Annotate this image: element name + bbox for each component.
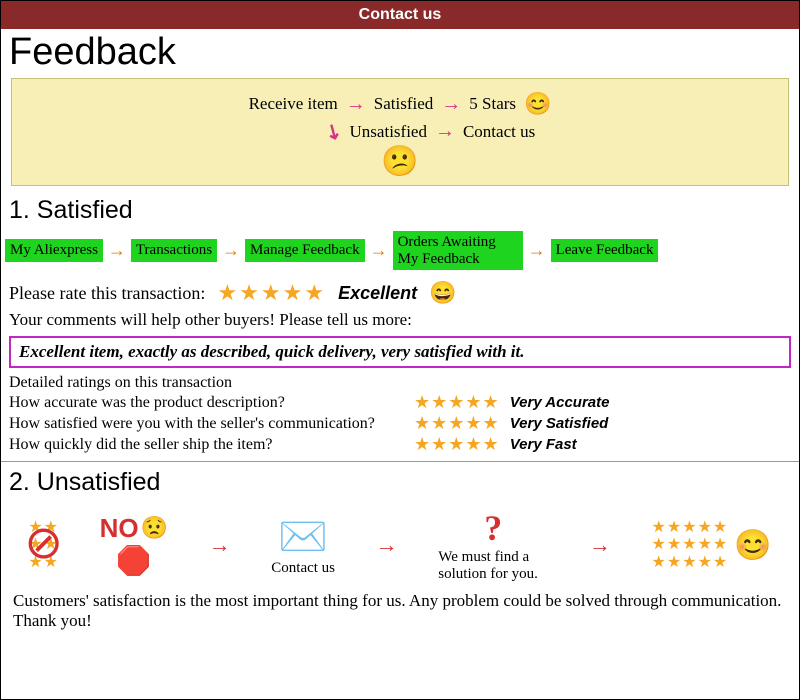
comment-sample-box[interactable]: Excellent item, exactly as described, qu…: [9, 336, 791, 368]
solution-block: ? We must find a solution for you.: [438, 507, 548, 583]
step-manage-feedback[interactable]: Manage Feedback: [245, 239, 365, 262]
excellent-label: Excellent: [338, 283, 417, 304]
arrow-icon: →: [367, 240, 391, 261]
smile-icon: 😊: [734, 528, 771, 563]
arrow-icon: →: [589, 532, 611, 558]
stars-icon[interactable]: ★★★★★: [414, 413, 500, 434]
arrow-down-icon: ↘: [320, 116, 347, 146]
q3: How quickly did the seller ship the item…: [9, 436, 404, 454]
arrow-icon: →: [105, 240, 129, 261]
question-icon: ?: [484, 507, 502, 549]
footer-message: Customers' satisfaction is the most impo…: [1, 583, 799, 635]
step-orders-awaiting[interactable]: Orders Awaiting My Feedback: [393, 231, 523, 270]
email-block: ✉️ Contact us: [271, 513, 335, 577]
arrow-icon: →: [219, 240, 243, 261]
a1: Very Accurate: [510, 394, 610, 411]
flow-unsatisfied: Unsatisfied: [350, 122, 427, 142]
a2: Very Satisfied: [510, 415, 609, 432]
result-stars-block: ★★★★★★★★★★★★★★★ 😊: [652, 519, 772, 572]
flow-satisfied: Satisfied: [374, 94, 434, 114]
five-stars-icon[interactable]: ★★★★★: [217, 280, 326, 306]
q1: How accurate was the product description…: [9, 394, 404, 412]
detail-heading: Detailed ratings on this transaction: [9, 374, 791, 392]
stars-icon[interactable]: ★★★★★: [414, 434, 500, 455]
unsatisfied-flow: ★★★★★★ ⊘ NO 😟 🛑 → ✉️ Contact us → ? We m…: [1, 499, 799, 583]
contact-label: Contact us: [271, 560, 335, 577]
stop-icon: 🛑: [116, 544, 151, 578]
step-aliexpress[interactable]: My Aliexpress: [5, 239, 103, 262]
unsatisfied-heading: 2. Unsatisfied: [1, 466, 799, 499]
flow-contact: Contact us: [463, 122, 535, 142]
arrow-icon: →: [346, 93, 366, 116]
happy-icon: 😄: [429, 280, 456, 306]
confused-icon: 😕: [381, 145, 418, 178]
arrow-icon: →: [435, 120, 455, 143]
sad-icon: 😟: [141, 515, 168, 541]
step-leave-feedback[interactable]: Leave Feedback: [551, 239, 659, 262]
no-stars-block: ★★★★★★ ⊘: [28, 519, 59, 572]
step-transactions[interactable]: Transactions: [131, 239, 217, 262]
feedback-flow-box: Receive item → Satisfied → 5 Stars 😊 ↘ U…: [11, 78, 789, 186]
no-stop-block: NO 😟 🛑: [100, 513, 168, 578]
smile-icon: 😊: [524, 91, 551, 117]
a3: Very Fast: [510, 436, 577, 453]
solution-label: We must find a solution for you.: [438, 549, 548, 583]
arrow-icon: →: [209, 532, 231, 558]
arrow-icon: →: [525, 240, 549, 261]
satisfied-steps: My Aliexpress → Transactions → Manage Fe…: [1, 227, 799, 278]
q2: How satisfied were you with the seller's…: [9, 415, 404, 433]
email-icon: ✉️: [278, 513, 328, 560]
no-label: NO: [100, 513, 139, 544]
divider: [1, 461, 799, 462]
feedback-title: Feedback: [1, 29, 799, 78]
satisfied-heading: 1. Satisfied: [1, 194, 799, 227]
rate-prompt: Please rate this transaction:: [9, 283, 205, 304]
stars-icon[interactable]: ★★★★★: [414, 392, 500, 413]
arrow-icon: →: [376, 532, 398, 558]
flow-5stars: 5 Stars: [469, 94, 516, 114]
flow-receive: Receive item: [249, 94, 338, 114]
comments-hint: Your comments will help other buyers! Pl…: [1, 308, 799, 332]
arrow-icon: →: [441, 93, 461, 116]
contact-header: Contact us: [1, 1, 799, 29]
